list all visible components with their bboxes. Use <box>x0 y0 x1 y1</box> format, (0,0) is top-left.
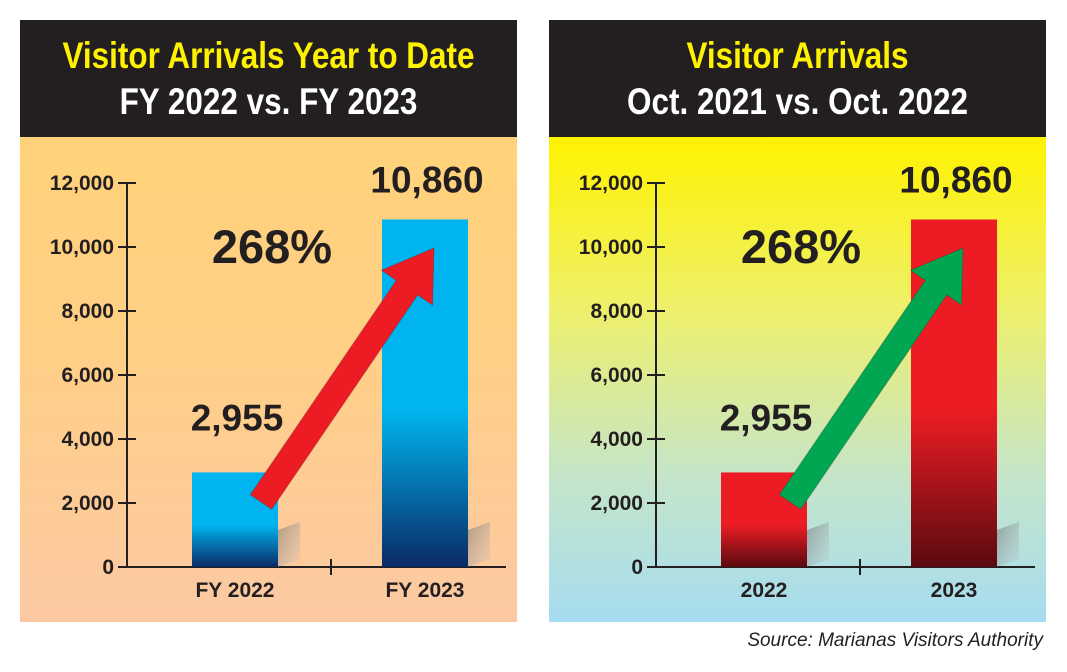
data-label: 2,955 <box>191 397 284 438</box>
y-tick-label: 4,000 <box>590 428 643 451</box>
percent-change-annotation: 268% <box>212 220 332 273</box>
bar-chart-october: 0 2,000 4,000 6,000 8,000 10,000 12,000 2022 202… <box>579 159 1035 602</box>
percent-change-annotation: 268% <box>741 220 861 273</box>
x-tick-label: FY 2023 <box>385 579 464 602</box>
data-label: 2,955 <box>720 397 813 438</box>
y-tick-label: 12,000 <box>579 172 643 195</box>
chart-header: Visitor Arrivals Oct. 2021 vs. Oct. 2022 <box>549 20 1046 137</box>
y-tick-label: 12,000 <box>50 172 114 195</box>
y-tick-label: 0 <box>102 556 114 579</box>
source-note: Source: Marianas Visitors Authority <box>747 630 1043 651</box>
y-tick-label: 10,000 <box>579 236 643 259</box>
trend-arrow-icon <box>249 247 435 510</box>
y-tick-label: 6,000 <box>590 364 643 387</box>
chart-title: Visitor Arrivals Year to Date <box>62 35 475 76</box>
trend-arrow-icon <box>778 247 964 510</box>
bar-shadow <box>278 522 300 567</box>
y-tick-label: 2,000 <box>590 492 643 515</box>
x-tick-label: FY 2022 <box>195 579 274 602</box>
data-label: 10,860 <box>899 159 1012 200</box>
y-tick-label: 8,000 <box>61 300 114 323</box>
y-tick-label: 2,000 <box>61 492 114 515</box>
bar-shadow <box>468 522 490 567</box>
chart-panel-october: Visitor Arrivals Oct. 2021 vs. Oct. 2022… <box>549 20 1046 622</box>
chart-subtitle: FY 2022 vs. FY 2023 <box>119 81 418 122</box>
chart-header: Visitor Arrivals Year to Date FY 2022 vs… <box>20 20 517 137</box>
data-label: 10,860 <box>370 159 483 200</box>
chart-body: 0 2,000 4,000 6,000 8,000 10,000 12,000 2022 202… <box>549 137 1046 622</box>
y-tick-label: 0 <box>631 556 643 579</box>
chart-panel-ytd: Visitor Arrivals Year to Date FY 2022 vs… <box>20 20 517 622</box>
y-tick-label: 4,000 <box>61 428 114 451</box>
x-tick-label: 2022 <box>741 579 788 602</box>
chart-subtitle: Oct. 2021 vs. Oct. 2022 <box>627 81 968 122</box>
chart-body: 0 2,000 4,000 6,000 8,000 10,000 12,000 FY 2022… <box>20 137 517 622</box>
x-tick-label: 2023 <box>931 579 978 602</box>
bar-chart-ytd: 0 2,000 4,000 6,000 8,000 10,000 12,000 FY 2022… <box>50 159 506 602</box>
bar-shadow <box>807 522 829 567</box>
chart-title: Visitor Arrivals <box>686 35 909 76</box>
y-tick-label: 10,000 <box>50 236 114 259</box>
y-tick-label: 6,000 <box>61 364 114 387</box>
y-tick-label: 8,000 <box>590 300 643 323</box>
bar-shadow <box>997 522 1019 567</box>
